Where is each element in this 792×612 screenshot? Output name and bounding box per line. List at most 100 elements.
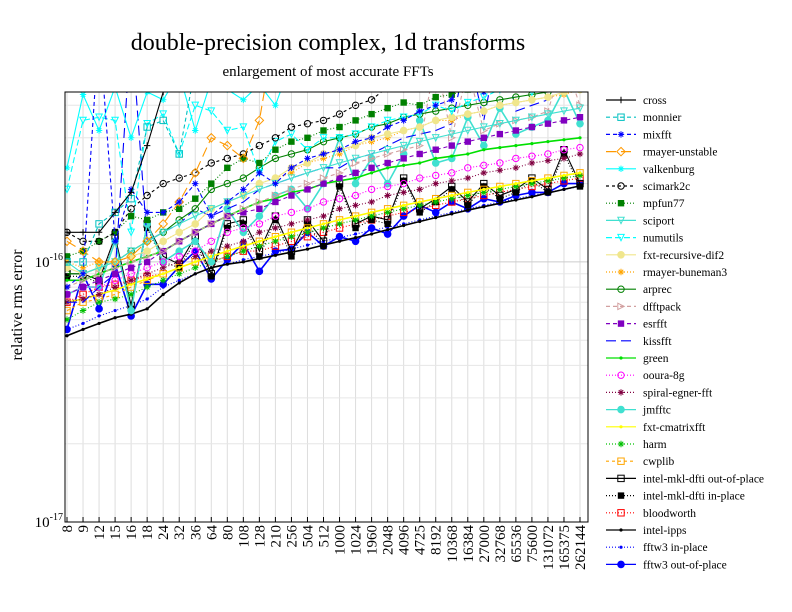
star-marker — [65, 164, 71, 172]
legend-entry: mixfft — [606, 129, 672, 141]
triangle-marker — [111, 116, 120, 125]
circle-marker — [335, 194, 344, 203]
dot-marker — [161, 292, 165, 296]
dot-marker — [161, 285, 165, 289]
star-marker — [400, 205, 407, 213]
star-marker — [496, 167, 504, 174]
square-marker — [272, 216, 279, 224]
series-line — [66, 92, 462, 257]
circle-marker — [303, 205, 312, 213]
legend-label: mpfun77 — [643, 198, 685, 210]
square-marker — [287, 247, 296, 255]
dot-marker — [65, 278, 69, 282]
x-tick-label: 8 — [60, 525, 76, 533]
triangle-marker — [207, 107, 216, 116]
star-marker — [528, 180, 536, 187]
legend-label: rmayer-buneman3 — [643, 267, 727, 279]
square-marker — [617, 509, 625, 517]
star-marker — [416, 107, 423, 115]
square-marker — [617, 113, 625, 121]
triangle-marker — [616, 216, 626, 225]
dot-marker — [273, 253, 278, 257]
circle-marker — [383, 182, 392, 191]
circle-marker — [271, 134, 280, 142]
star-marker — [545, 36, 551, 42]
square-marker — [617, 474, 625, 483]
star-marker — [288, 233, 295, 240]
circle-marker — [287, 150, 296, 158]
square-marker — [256, 253, 263, 260]
triangle-marker — [577, 82, 583, 88]
series-line — [66, 92, 383, 242]
circle-marker — [159, 179, 167, 188]
star-marker — [192, 180, 199, 187]
diamond-marker — [238, 153, 249, 164]
triangle-marker — [159, 247, 168, 256]
legend: cross monnier mixfft rmayer-unstable valkenb… — [606, 95, 764, 571]
star-marker — [352, 138, 359, 145]
circle-marker — [223, 179, 232, 188]
square-marker — [224, 224, 231, 232]
star-marker — [208, 77, 214, 83]
square-marker — [464, 198, 472, 206]
square-marker — [95, 238, 103, 245]
star-marker — [617, 389, 625, 396]
square-marker — [159, 247, 167, 255]
star-marker — [79, 307, 87, 314]
circle-marker — [496, 101, 504, 110]
dot-marker — [402, 203, 406, 207]
circle-marker — [207, 237, 215, 246]
square-marker — [545, 72, 551, 78]
circle-marker — [617, 182, 625, 190]
legend-label: green — [643, 353, 669, 365]
diamond-marker — [616, 146, 626, 157]
circle-marker — [351, 191, 360, 200]
legend-label: fxt-cmatrixfft — [643, 422, 706, 434]
triangle-marker — [545, 77, 551, 83]
dot-marker — [305, 243, 310, 247]
circle-marker — [191, 169, 199, 177]
legend-label: sciport — [643, 215, 675, 227]
square-marker — [544, 185, 552, 194]
y-tick-label: 10-16 — [35, 252, 63, 271]
square-marker — [288, 253, 295, 260]
triangle-marker — [513, 82, 519, 88]
diamond-marker — [126, 251, 137, 262]
square-marker — [336, 174, 343, 182]
square-marker — [111, 270, 119, 278]
circle-marker — [431, 159, 440, 167]
square-marker — [617, 200, 625, 207]
square-marker — [320, 180, 327, 187]
circle-marker — [255, 212, 264, 220]
square-marker — [192, 195, 199, 202]
grid-lines — [65, 92, 588, 522]
star-marker — [272, 102, 279, 109]
square-marker — [576, 179, 584, 188]
circle-marker — [415, 116, 424, 125]
square-marker — [79, 258, 87, 266]
circle-marker — [207, 159, 215, 167]
series-rmayer-unstable — [65, 92, 265, 267]
chart-title: double-precision complex, 1d transforms — [131, 30, 526, 56]
circle-marker — [528, 95, 536, 104]
dot-marker — [619, 528, 623, 532]
dot-marker — [113, 308, 117, 313]
star-marker — [560, 174, 568, 182]
star-marker — [176, 270, 183, 278]
dot-marker — [386, 207, 390, 211]
square-marker — [95, 277, 103, 284]
legend-label: dfftpack — [643, 301, 681, 313]
legend-entry: jmfftc — [606, 405, 671, 417]
triangle-marker — [335, 159, 344, 168]
star-marker — [513, 72, 519, 78]
star-marker — [368, 138, 375, 145]
dot-marker — [305, 247, 310, 251]
legend-label: rmayer-unstable — [643, 147, 718, 159]
square-marker — [192, 229, 199, 236]
square-marker — [617, 492, 625, 499]
plus-marker — [127, 189, 135, 196]
circle-marker — [255, 220, 264, 228]
dot-marker — [225, 249, 229, 253]
circle-marker — [239, 174, 248, 182]
